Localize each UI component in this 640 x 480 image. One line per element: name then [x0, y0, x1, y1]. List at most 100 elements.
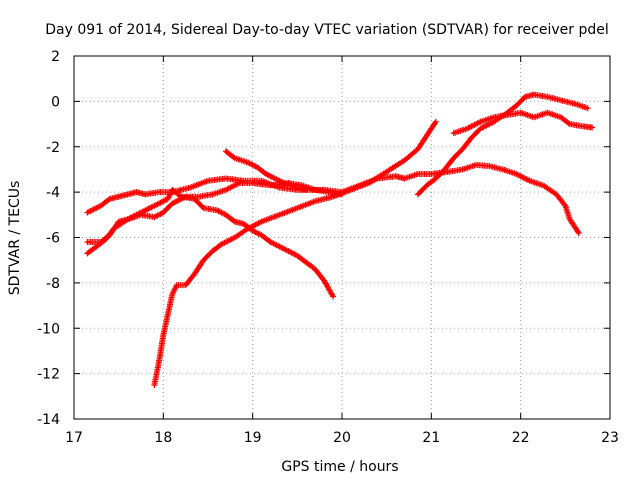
data-point — [139, 213, 143, 216]
data-point — [247, 227, 250, 230]
data-point — [452, 131, 455, 135]
x-tick-label: 23 — [601, 430, 619, 446]
data-point — [385, 170, 388, 173]
x-tick-label: 20 — [333, 430, 351, 446]
data-point — [582, 125, 585, 128]
data-point — [555, 193, 558, 196]
data-point — [255, 166, 259, 169]
data-point — [492, 120, 496, 124]
data-point — [166, 313, 169, 316]
data-point — [188, 186, 192, 189]
data-point — [157, 190, 161, 194]
data-point — [443, 168, 446, 171]
data-point — [251, 229, 254, 232]
data-point — [492, 116, 496, 119]
data-point — [86, 252, 89, 255]
data-point — [532, 116, 536, 119]
data-point — [135, 190, 138, 194]
data-point — [233, 220, 236, 223]
series-6 — [414, 91, 591, 198]
data-point — [394, 175, 397, 178]
data-point — [568, 122, 571, 126]
data-point — [296, 254, 299, 257]
data-point — [448, 170, 451, 173]
data-point — [479, 120, 482, 124]
data-point — [171, 188, 174, 192]
data-point — [349, 188, 353, 192]
data-point — [247, 161, 250, 164]
x-tick-labels: 17 18 19 20 21 22 23 — [65, 430, 619, 446]
y-tick-label: -10 — [37, 321, 60, 337]
data-point — [416, 193, 420, 196]
data-point — [546, 111, 549, 114]
data-point — [416, 172, 420, 176]
data-point — [171, 202, 174, 205]
data-point — [479, 127, 482, 130]
data-point — [126, 193, 129, 196]
x-tick-label: 21 — [422, 430, 440, 446]
x-tick-label: 18 — [154, 430, 172, 446]
chart-title: Day 091 of 2014, Sidereal Day-to-day VTE… — [45, 22, 609, 38]
data-point — [197, 195, 201, 198]
data-point — [211, 193, 214, 196]
data-point — [264, 172, 268, 176]
data-point — [224, 213, 228, 216]
data-point — [331, 295, 335, 298]
data-point — [305, 261, 308, 264]
data-point — [296, 206, 299, 210]
data-point — [260, 220, 263, 223]
data-point — [202, 206, 205, 210]
y-tick-label: 2 — [51, 49, 60, 65]
data-point — [430, 172, 433, 176]
data-point — [568, 218, 571, 221]
data-point — [519, 111, 522, 114]
data-point — [546, 95, 549, 99]
data-point — [86, 211, 89, 214]
data-point — [95, 245, 98, 248]
data-point — [224, 188, 228, 192]
data-point — [224, 177, 228, 180]
data-point — [144, 193, 147, 196]
data-point — [403, 177, 406, 180]
data-point — [559, 116, 563, 119]
data-point — [367, 181, 370, 185]
y-tick-labels: 2 0 -2 -4 -6 -8 -10 -12 -14 — [37, 49, 60, 428]
data-point — [573, 102, 576, 105]
x-tick-label: 17 — [65, 430, 83, 446]
data-point — [238, 181, 241, 185]
data-point — [564, 204, 567, 207]
x-axis-label: GPS time / hours — [281, 459, 398, 475]
data-point — [474, 163, 478, 167]
data-point — [260, 234, 263, 237]
data-point — [153, 383, 156, 387]
data-point — [202, 259, 205, 262]
data-point — [488, 164, 491, 168]
data-point — [86, 240, 89, 244]
data-point — [220, 243, 223, 246]
data-point — [296, 186, 299, 189]
data-point — [322, 279, 326, 282]
data-point — [314, 188, 317, 192]
data-point — [273, 177, 277, 180]
data-point — [99, 204, 103, 207]
data-point — [206, 179, 210, 182]
data-point — [269, 184, 272, 187]
data-point — [515, 104, 518, 108]
data-point — [331, 195, 335, 198]
data-point — [144, 209, 147, 212]
data-point — [171, 293, 174, 296]
data-point — [501, 168, 504, 171]
x-tick-label: 19 — [244, 430, 262, 446]
data-point — [153, 215, 156, 219]
data-point — [559, 99, 563, 102]
x-tick-label: 22 — [512, 430, 530, 446]
data-point — [282, 181, 286, 185]
data-point — [528, 179, 531, 182]
axis-ticks — [73, 55, 611, 420]
data-point — [211, 249, 214, 253]
data-point — [282, 247, 286, 250]
data-point — [233, 156, 236, 160]
data-point — [162, 211, 165, 214]
y-tick-label: -14 — [37, 412, 60, 428]
